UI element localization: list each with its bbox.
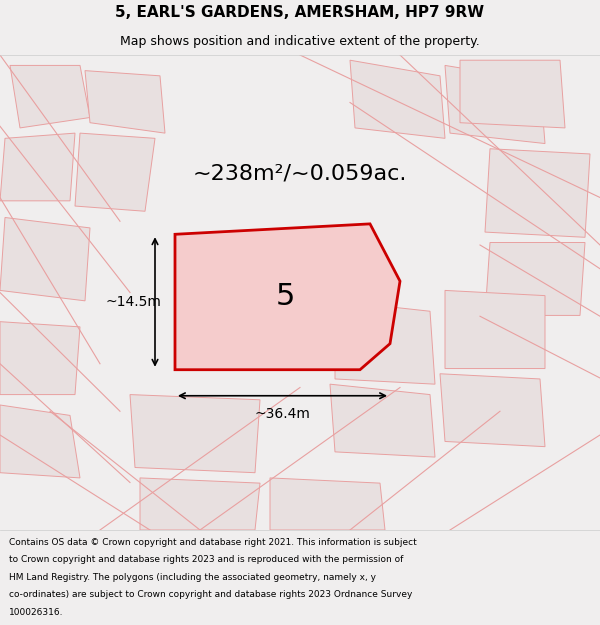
- Polygon shape: [330, 384, 435, 457]
- Polygon shape: [0, 322, 80, 394]
- Polygon shape: [75, 133, 155, 211]
- Polygon shape: [0, 133, 75, 201]
- Polygon shape: [130, 394, 260, 472]
- Polygon shape: [445, 66, 545, 144]
- Text: Contains OS data © Crown copyright and database right 2021. This information is : Contains OS data © Crown copyright and d…: [9, 538, 417, 547]
- Polygon shape: [485, 242, 585, 316]
- Polygon shape: [85, 71, 165, 133]
- Text: ~14.5m: ~14.5m: [105, 295, 161, 309]
- Polygon shape: [175, 224, 400, 370]
- Polygon shape: [0, 405, 80, 478]
- Polygon shape: [445, 291, 545, 369]
- Text: ~238m²/~0.059ac.: ~238m²/~0.059ac.: [193, 164, 407, 184]
- Polygon shape: [460, 60, 565, 128]
- Text: ~36.4m: ~36.4m: [254, 408, 310, 421]
- Text: co-ordinates) are subject to Crown copyright and database rights 2023 Ordnance S: co-ordinates) are subject to Crown copyr…: [9, 591, 412, 599]
- Polygon shape: [485, 149, 590, 238]
- Text: HM Land Registry. The polygons (including the associated geometry, namely x, y: HM Land Registry. The polygons (includin…: [9, 572, 376, 582]
- Polygon shape: [270, 478, 385, 530]
- Polygon shape: [0, 217, 90, 301]
- Text: 5, EARL'S GARDENS, AMERSHAM, HP7 9RW: 5, EARL'S GARDENS, AMERSHAM, HP7 9RW: [115, 4, 485, 19]
- Text: 100026316.: 100026316.: [9, 608, 64, 617]
- Text: Map shows position and indicative extent of the property.: Map shows position and indicative extent…: [120, 35, 480, 48]
- Polygon shape: [350, 60, 445, 138]
- Polygon shape: [10, 66, 90, 128]
- Text: 5: 5: [275, 282, 295, 311]
- Text: to Crown copyright and database rights 2023 and is reproduced with the permissio: to Crown copyright and database rights 2…: [9, 555, 403, 564]
- Polygon shape: [335, 301, 435, 384]
- Polygon shape: [140, 478, 260, 530]
- Polygon shape: [440, 374, 545, 447]
